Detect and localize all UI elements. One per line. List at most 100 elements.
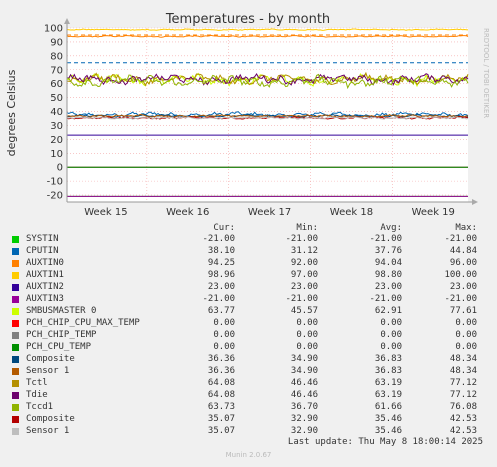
legend-cur-value: 0.00 [213,318,235,328]
y-tick-label: 40 [50,107,63,118]
legend-row: SMBUSMASTER 0 63.77 45.57 62.91 77.61 [0,306,497,318]
legend-series-name: SYSTIN [26,234,59,244]
y-axis-arrow [64,18,70,24]
chart-title: Temperatures - by month [165,12,330,27]
legend-series-name: AUXTIN3 [26,294,64,304]
generator-label: Munin 2.0.67 [225,451,272,459]
legend-avg-value: 0.00 [380,330,402,340]
legend-avg-value: 0.00 [380,318,402,328]
legend-swatch [12,296,19,303]
legend-row: Sensor 1 36.36 34.90 36.83 48.34 [0,366,497,378]
legend-avg-value: 63.19 [374,378,402,388]
legend-series-name: AUXTIN1 [26,270,64,280]
legend-min-value: 97.00 [290,270,318,280]
legend-avg-value: 35.46 [374,426,402,436]
legend-max-value: 44.84 [449,246,477,256]
temperature-chart: Temperatures - by month degrees Celsius … [5,12,490,218]
x-tick-label: Week 18 [330,207,373,218]
y-tick-label: -10 [47,177,63,188]
y-tick-label: 20 [50,135,63,146]
legend-min-value: 32.90 [290,414,318,424]
series-line [66,111,469,119]
legend-max-value: 0.00 [455,342,477,352]
y-tick-label: 100 [44,24,63,35]
legend-min-value: 45.57 [290,306,318,316]
legend-row: PCH_CHIP_CPU_MAX_TEMP 0.00 0.00 0.00 0.00 [0,318,497,330]
legend-min-value: 0.00 [296,330,318,340]
legend-min-value: 0.00 [296,342,318,352]
legend-avg-value: 36.83 [374,366,402,376]
legend-swatch [12,416,19,423]
y-tick-label: 30 [50,121,63,132]
legend-cur-value: 23.00 [207,282,235,292]
legend-avg-value: 61.66 [374,402,402,412]
legend-series-name: PCH_CPU_TEMP [26,342,92,352]
legend-max-value: 0.00 [455,330,477,340]
legend-row: PCH_CPU_TEMP 0.00 0.00 0.00 0.00 [0,342,497,354]
y-tick-label: 0 [57,163,63,174]
y-tick-label: 70 [50,65,63,76]
legend-min-value: 23.00 [290,282,318,292]
legend-max-value: -21.00 [444,234,477,244]
legend-swatch [12,392,19,399]
legend-swatch [12,236,19,243]
y-tick-label: 50 [50,93,63,104]
legend-row: SYSTIN -21.00 -21.00 -21.00 -21.00 [0,234,497,246]
rrdtool-watermark: RRDTOOL / TOBI OETIKER [482,28,490,118]
x-tick-label: Week 16 [166,207,209,218]
legend-max-value: 100.00 [444,270,477,280]
legend-min-value: 0.00 [296,318,318,328]
legend-swatch [12,344,19,351]
legend-cur-value: 63.77 [207,306,235,316]
legend-series-name: AUXTIN2 [26,282,64,292]
legend-cur-value: 98.96 [207,270,235,280]
legend-row: Tccd1 63.73 36.70 61.66 76.08 [0,402,497,414]
legend-row: AUXTIN2 23.00 23.00 23.00 23.00 [0,282,497,294]
legend-header: Cur: Min: Avg: Max: [0,223,497,234]
legend-cur-value: 36.36 [207,354,235,364]
legend-min-value: 34.90 [290,366,318,376]
legend-avg-value: 35.46 [374,414,402,424]
legend-row: AUXTIN1 98.96 97.00 98.80 100.00 [0,270,497,282]
legend-min-value: 31.12 [290,246,318,256]
legend-swatch [12,320,19,327]
legend-min-value: 46.46 [290,390,318,400]
series-line [66,73,469,90]
legend-max-value: 77.12 [449,378,477,388]
legend-series-name: SMBUSMASTER 0 [26,306,97,316]
legend-cur-value: 35.07 [207,426,235,436]
legend-row: AUXTIN0 94.25 92.00 94.04 96.00 [0,258,497,270]
legend-swatch [12,308,19,315]
last-update: Last update: Thu May 8 18:00:14 2025 [287,437,483,447]
legend-series-name: AUXTIN0 [26,258,64,268]
legend-row: Tdie 64.08 46.46 63.19 77.12 [0,390,497,402]
legend-max-value: 96.00 [449,258,477,268]
legend-max-value: 0.00 [455,318,477,328]
y-tick-label: 10 [50,149,63,160]
legend-avg-value: 94.04 [374,258,402,268]
legend-swatch [12,332,19,339]
legend-series-name: Sensor 1 [26,426,70,436]
legend-row: AUXTIN3 -21.00 -21.00 -21.00 -21.00 [0,294,497,306]
x-axis-arrow [472,199,478,205]
legend-series-name: Tdie [26,390,48,400]
legend-row: Sensor 1 35.07 32.90 35.46 42.53 [0,426,497,438]
legend-row: Composite 35.07 32.90 35.46 42.53 [0,414,497,426]
legend-max-value: 23.00 [449,282,477,292]
legend-max-value: 77.12 [449,390,477,400]
legend-swatch [12,260,19,267]
legend-avg-value: -21.00 [369,294,402,304]
legend-avg-value: 23.00 [374,282,402,292]
legend-avg-value: 98.80 [374,270,402,280]
legend-swatch [12,404,19,411]
legend-avg-value: 62.91 [374,306,402,316]
legend-max-value: 48.34 [449,366,477,376]
series-line [66,28,469,31]
legend-row: PCH_CHIP_TEMP 0.00 0.00 0.00 0.00 [0,330,497,342]
y-tick-label: 60 [50,79,63,90]
legend-cur-value: 0.00 [213,342,235,352]
legend-max-value: 77.61 [449,306,477,316]
y-tick-labels: -20 -10 0 10 20 30 40 50 60 70 80 90 100 [44,24,63,202]
legend-cur-value: 94.25 [207,258,235,268]
legend-series-name: Composite [26,414,75,424]
